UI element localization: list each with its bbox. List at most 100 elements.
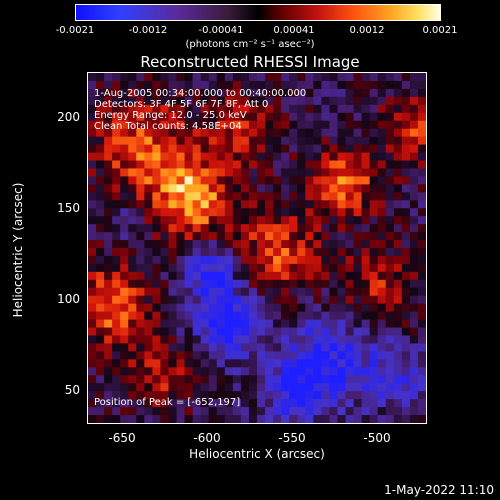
heatmap-pixel xyxy=(257,319,266,329)
heatmap-pixel xyxy=(305,248,314,257)
heatmap-pixel xyxy=(208,240,218,249)
heatmap-pixel xyxy=(208,168,218,177)
heatmap-pixel xyxy=(385,216,395,225)
heatmap-pixel xyxy=(313,112,322,122)
heatmap-pixel xyxy=(96,311,105,321)
heatmap-pixel xyxy=(417,176,426,185)
heatmap-pixel xyxy=(289,391,298,400)
heatmap-pixel xyxy=(184,168,194,177)
heatmap-pixel xyxy=(257,271,266,281)
heatmap-pixel xyxy=(208,359,218,368)
heatmap-pixel xyxy=(385,375,395,384)
heatmap-pixel xyxy=(385,359,395,368)
heatmap-pixel xyxy=(273,263,282,273)
heatmap-pixel xyxy=(168,367,178,376)
heatmap-pixel xyxy=(409,168,419,177)
heatmap-pixel xyxy=(305,367,314,376)
heatmap-pixel xyxy=(345,255,355,265)
heatmap-pixel xyxy=(393,152,403,162)
heatmap-pixel xyxy=(305,375,314,384)
heatmap-pixel xyxy=(192,152,202,162)
heatmap-pixel xyxy=(361,88,371,98)
heatmap-pixel xyxy=(369,208,379,217)
heatmap-pixel xyxy=(128,287,137,297)
heatmap-pixel xyxy=(329,104,339,114)
heatmap-pixel xyxy=(321,144,331,154)
heatmap-pixel xyxy=(200,335,210,345)
heatmap-pixel xyxy=(345,407,355,416)
heatmap-pixel xyxy=(329,200,339,209)
heatmap-pixel xyxy=(112,168,121,177)
heatmap-pixel xyxy=(168,399,178,408)
heatmap-pixel xyxy=(200,279,210,289)
x-tick-label: -650 xyxy=(108,431,136,445)
heatmap-pixel xyxy=(232,160,242,170)
heatmap-pixel xyxy=(144,367,153,376)
heatmap-pixel xyxy=(232,335,242,345)
heatmap-pixel xyxy=(337,383,347,392)
heatmap-pixel xyxy=(232,80,242,90)
heatmap-pixel xyxy=(417,383,426,392)
heatmap-pixel xyxy=(216,88,226,98)
heatmap-pixel xyxy=(120,375,129,384)
heatmap-pixel xyxy=(248,144,258,154)
heatmap-pixel xyxy=(377,311,387,321)
heatmap-pixel xyxy=(184,263,194,273)
heatmap-pixel xyxy=(417,208,426,217)
heatmap-pixel xyxy=(144,399,153,408)
heatmap-pixel xyxy=(409,96,419,106)
heatmap-pixel xyxy=(289,248,298,257)
heatmap-pixel xyxy=(184,391,194,400)
heatmap-pixel xyxy=(104,351,113,360)
heatmap-pixel xyxy=(104,248,113,257)
heatmap-pixel xyxy=(232,319,242,329)
heatmap-pixel xyxy=(192,415,202,423)
heatmap-pixel xyxy=(208,88,218,98)
heatmap-pixel xyxy=(112,335,121,345)
heatmap-pixel xyxy=(265,144,274,154)
heatmap-pixel xyxy=(313,232,322,241)
heatmap-pixel xyxy=(176,327,186,337)
heatmap-pixel xyxy=(265,120,274,130)
heatmap-pixel xyxy=(88,128,97,138)
heatmap-pixel xyxy=(224,399,234,408)
heatmap-pixel xyxy=(240,240,250,249)
heatmap-pixel xyxy=(393,232,403,241)
heatmap-pixel xyxy=(289,96,298,106)
heatmap-pixel xyxy=(112,200,121,209)
heatmap-pixel xyxy=(216,136,226,146)
heatmap-pixel xyxy=(168,152,178,162)
heatmap-pixel xyxy=(208,391,218,400)
heatmap-pixel xyxy=(184,160,194,170)
heatmap-pixel xyxy=(385,391,395,400)
heatmap-pixel xyxy=(353,144,363,154)
heatmap-pixel xyxy=(353,112,363,122)
heatmap-pixel xyxy=(257,160,266,170)
heatmap-pixel xyxy=(409,335,419,345)
heatmap-pixel xyxy=(208,80,218,90)
heatmap-pixel xyxy=(168,200,178,209)
heatmap-pixel xyxy=(361,112,371,122)
heatmap-pixel xyxy=(216,208,226,217)
heatmap-pixel xyxy=(401,200,411,209)
heatmap-pixel xyxy=(257,415,266,423)
heatmap-pixel xyxy=(401,136,411,146)
heatmap-pixel xyxy=(289,104,298,114)
heatmap-pixel xyxy=(265,88,274,98)
heatmap-pixel xyxy=(104,327,113,337)
heatmap-pixel xyxy=(377,248,387,257)
heatmap-pixel xyxy=(345,367,355,376)
heatmap-pixel xyxy=(168,375,178,384)
heatmap-pixel xyxy=(409,383,419,392)
heatmap-pixel xyxy=(321,367,331,376)
heatmap-pixel xyxy=(120,327,129,337)
heatmap-pixel xyxy=(393,80,403,90)
heatmap-pixel xyxy=(329,73,339,82)
heatmap-pixel xyxy=(216,104,226,114)
heatmap-pixel xyxy=(168,88,178,98)
heatmap-pixel xyxy=(128,391,137,400)
heatmap-pixel xyxy=(192,136,202,146)
heatmap-pixel xyxy=(128,415,137,423)
heatmap-pixel xyxy=(297,136,306,146)
heatmap-pixel xyxy=(289,120,298,130)
